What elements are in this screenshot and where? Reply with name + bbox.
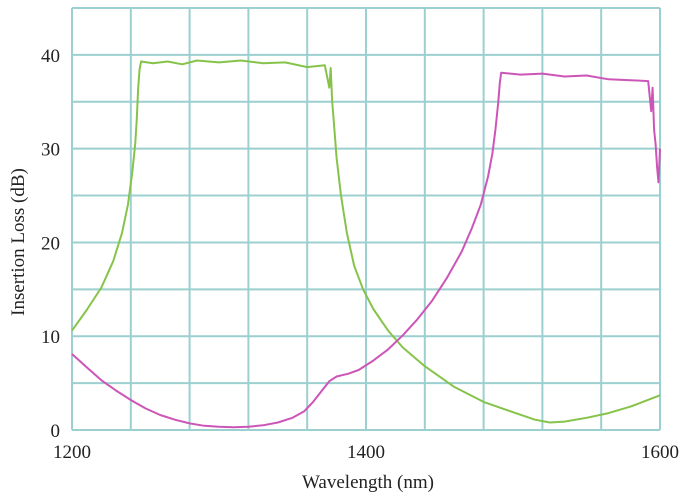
x-tick-label: 1400	[347, 442, 385, 463]
series-line-2	[71, 71, 661, 429]
y-tick-label: 30	[41, 140, 60, 161]
x-tick-label: 1600	[641, 442, 679, 463]
x-tick-label: 1200	[53, 442, 91, 463]
y-tick-label: 40	[41, 46, 60, 67]
series-lines	[71, 59, 661, 429]
tick-labels: 1200 1400 1600 0 10 20 30 40	[41, 46, 679, 463]
series-line-1	[71, 59, 661, 424]
y-tick-label: 0	[51, 421, 61, 442]
y-tick-label: 10	[41, 327, 60, 348]
x-axis-title: Wavelength (nm)	[302, 472, 434, 493]
grid	[71, 7, 661, 431]
y-axis-title: Insertion Loss (dB)	[8, 168, 29, 316]
y-tick-label: 20	[41, 233, 60, 254]
